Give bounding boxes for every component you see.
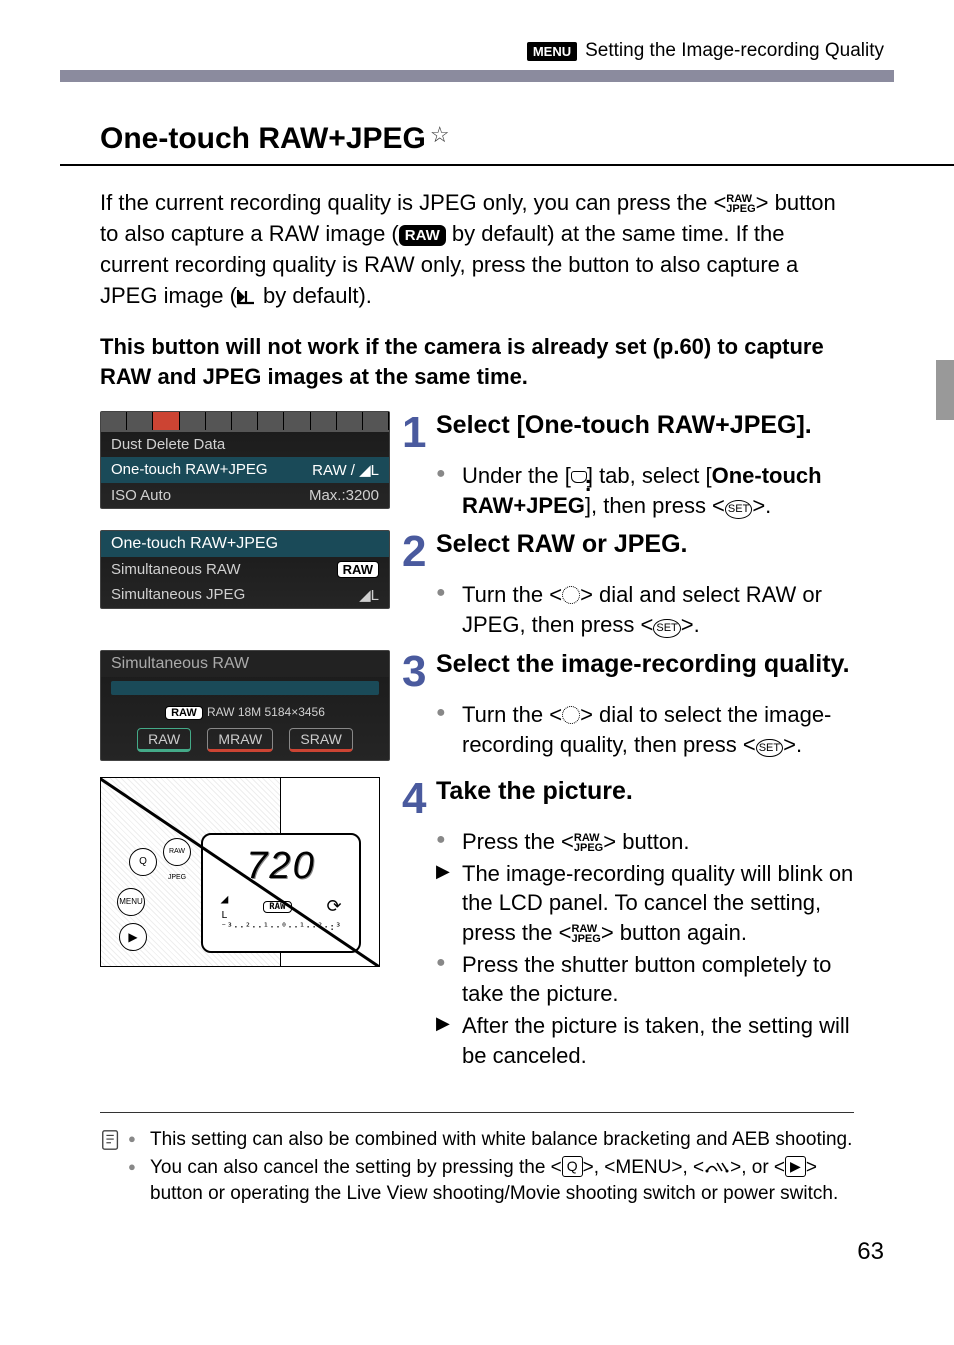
note-2: You can also cancel the setting by press… [128, 1155, 854, 1206]
lcd-menu-2: One-touch RAW+JPEG Simultaneous RAWRAW S… [100, 530, 390, 609]
step2-bullet1: Turn the <> dial and select RAW or JPEG,… [436, 580, 854, 639]
raw-jpeg-icon: RAWJPEG [726, 195, 755, 215]
set-icon: SET [725, 500, 752, 519]
step-4: Q RAWJPEG MENU ▶ 720 ◢L RAW ⟳ ⁻³··²··¹··… [100, 777, 854, 1073]
step-1: Dust Delete Data One-touch RAW+JPEGRAW /… [100, 411, 854, 522]
note-icon [100, 1127, 128, 1208]
intro-text-a: If the current recording quality is JPEG… [100, 190, 726, 215]
step-2: One-touch RAW+JPEG Simultaneous RAWRAW S… [100, 530, 854, 641]
lcd-menu-1: Dust Delete Data One-touch RAW+JPEGRAW /… [100, 411, 390, 509]
play-icon: ▶ [785, 1156, 806, 1177]
diag-q-button: Q [129, 848, 157, 876]
lcd3-options: RAW MRAW SRAW [101, 724, 389, 760]
camera-diagram: Q RAWJPEG MENU ▶ 720 ◢L RAW ⟳ ⁻³··²··¹··… [100, 777, 380, 967]
section-title: One-touch RAW+JPEG [100, 122, 426, 166]
page-header: MENU Setting the Image-recording Quality [60, 40, 894, 62]
lcd2-title: One-touch RAW+JPEG [101, 531, 389, 557]
step-number-1: 1 [402, 411, 436, 455]
lcd-menu-3: Simultaneous RAW RAW RAW 18M 5184×3456 R… [100, 650, 390, 761]
intro-paragraph: If the current recording quality is JPEG… [100, 188, 854, 313]
lcd1-row1: Dust Delete Data [101, 432, 389, 457]
diag-lcd: 720 ◢L RAW ⟳ ⁻³··²··¹··⁰··¹··²·:³ [201, 833, 361, 953]
step4-bullet4: After the picture is taken, the setting … [436, 1011, 854, 1070]
lcd-tabstrip [101, 412, 389, 432]
dial-icon [562, 586, 580, 604]
section-underline [60, 164, 954, 166]
step-number-4: 4 [402, 777, 436, 821]
step-3: Simultaneous RAW RAW RAW 18M 5184×3456 R… [100, 650, 854, 769]
step-title-4: Take the picture. [436, 777, 633, 805]
lcd3-mid: RAW RAW 18M 5184×3456 [101, 699, 389, 724]
camera-tab-icon [571, 471, 587, 483]
diag-menu-button: MENU [117, 888, 145, 916]
section-heading: One-touch RAW+JPEG☆ [100, 122, 894, 166]
lcd1-row3: ISO AutoMax.:3200 [101, 483, 389, 508]
step-number-3: 3 [402, 650, 436, 694]
intro-warning: This button will not work if the camera … [100, 332, 854, 394]
intro-text-d: by default). [257, 283, 372, 308]
menu-tag: MENU [527, 42, 577, 61]
page-number: 63 [60, 1238, 894, 1266]
header-bar [60, 70, 894, 82]
step-number-2: 2 [402, 530, 436, 574]
raw-badge: RAW [399, 225, 446, 246]
step-title-2: Select RAW or JPEG. [436, 530, 687, 558]
dial-icon [562, 706, 580, 724]
step4-bullet2: The image-recording quality will blink o… [436, 859, 854, 948]
menu-text: MENU [615, 1157, 671, 1178]
jump-icon [704, 1160, 730, 1174]
q-icon: Q [562, 1156, 583, 1177]
lcd3-title: Simultaneous RAW [101, 651, 389, 677]
large-l-icon [237, 283, 257, 314]
header-text: Setting the Image-recording Quality [585, 40, 884, 62]
star-icon: ☆ [430, 122, 450, 147]
note-1: This setting can also be combined with w… [128, 1127, 854, 1153]
step-title-1: Select [One-touch RAW+JPEG]. [436, 411, 812, 439]
set-icon: SET [756, 739, 783, 758]
lcd1-row2: One-touch RAW+JPEGRAW / ◢L [101, 457, 389, 483]
side-thumb-tab [936, 360, 954, 420]
step-title-3: Select the image-recording quality. [436, 650, 850, 678]
lcd2-row2: Simultaneous JPEG◢L [101, 582, 389, 608]
footer-note: This setting can also be combined with w… [100, 1112, 854, 1208]
diag-play-button: ▶ [119, 923, 147, 951]
set-icon: SET [653, 619, 680, 638]
diag-rawjpeg-button: RAWJPEG [163, 838, 191, 866]
lcd2-row1: Simultaneous RAWRAW [101, 557, 389, 582]
step4-bullet1: Press the <RAWJPEG> button. [436, 827, 854, 857]
step4-bullet3: Press the shutter button completely to t… [436, 950, 854, 1009]
step1-bullet1: Under the [] tab, select [One-touch RAW+… [436, 461, 854, 520]
step3-bullet1: Turn the <> dial to select the image-rec… [436, 700, 854, 759]
